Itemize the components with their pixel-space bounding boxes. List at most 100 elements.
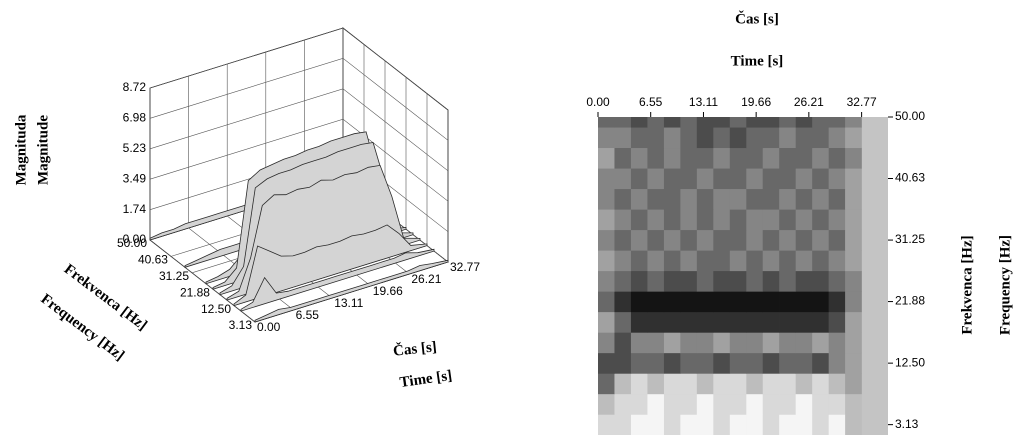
cell — [630, 352, 648, 374]
cell — [598, 414, 615, 435]
cell — [795, 270, 813, 292]
cell — [614, 168, 632, 190]
cell — [812, 311, 829, 333]
z-axis-title: Magnitude — [35, 115, 51, 185]
cell — [795, 393, 813, 415]
cell — [729, 147, 747, 169]
cell — [762, 127, 780, 149]
cell — [696, 352, 714, 374]
cell — [746, 332, 764, 354]
cell — [713, 250, 731, 272]
y-tick-label: 50.00 — [895, 109, 925, 123]
cell — [663, 209, 681, 231]
cell — [630, 147, 648, 169]
y-axis-title: Frekvenca [Hz] — [959, 235, 975, 334]
cell — [663, 117, 681, 128]
cell — [630, 209, 648, 231]
cells — [598, 117, 862, 435]
x-axis-title: Time [s] — [731, 53, 784, 69]
cell — [762, 209, 780, 231]
cell — [630, 127, 648, 149]
cell — [795, 188, 813, 210]
cell — [746, 250, 764, 272]
cell — [713, 332, 731, 354]
cell — [598, 393, 615, 415]
cell — [779, 332, 796, 354]
cell — [614, 270, 632, 292]
cell — [762, 188, 780, 210]
cell — [713, 393, 731, 415]
cell — [614, 373, 632, 395]
cell — [779, 352, 796, 374]
cell — [680, 229, 698, 251]
cell — [812, 332, 829, 354]
cell — [795, 373, 813, 395]
cell — [630, 117, 648, 128]
cell — [680, 168, 698, 190]
y-tick-label: 40.63 — [138, 253, 168, 267]
surface-slice — [233, 224, 428, 307]
cell — [812, 393, 829, 415]
cell — [729, 117, 747, 128]
cell — [598, 209, 615, 231]
cell — [795, 414, 813, 435]
cell — [713, 291, 731, 313]
cell — [680, 352, 698, 374]
cell — [614, 147, 632, 169]
cell — [746, 414, 764, 435]
cell — [746, 188, 764, 210]
cell — [680, 332, 698, 354]
x-tick-label: 0.00 — [257, 320, 281, 334]
cell — [696, 188, 714, 210]
grid-line — [149, 27, 449, 111]
cell — [729, 393, 747, 415]
cell — [845, 291, 862, 313]
cell — [828, 373, 846, 395]
cell — [795, 229, 813, 251]
cell — [696, 373, 714, 395]
cell — [598, 332, 615, 354]
cell — [614, 127, 632, 149]
cell — [663, 414, 681, 435]
cell — [614, 209, 632, 231]
cell — [746, 147, 764, 169]
cell — [762, 270, 780, 292]
cell — [762, 147, 780, 169]
cell — [630, 332, 648, 354]
cell — [680, 393, 698, 415]
cell — [795, 291, 813, 313]
surface-slice — [240, 248, 435, 312]
cell — [812, 270, 829, 292]
cell — [746, 270, 764, 292]
x-axis-title: Čas [s] — [392, 338, 437, 359]
cell — [845, 393, 862, 415]
cell — [680, 311, 698, 333]
x-tick-label: 32.77 — [450, 260, 480, 274]
y-tick-label: 50.00 — [117, 236, 147, 250]
cell — [713, 311, 731, 333]
z-tick-label: 3.49 — [123, 171, 147, 185]
cell — [614, 250, 632, 272]
cell — [795, 352, 813, 374]
cell — [795, 332, 813, 354]
cell — [614, 414, 632, 435]
cell — [812, 352, 829, 374]
y-tick-label: 3.13 — [229, 318, 253, 332]
x-tick-label: 19.66 — [373, 284, 403, 298]
cell — [663, 332, 681, 354]
cell — [828, 188, 846, 210]
x-tick-label: 0.00 — [586, 95, 610, 109]
cell — [630, 291, 648, 313]
cell — [828, 352, 846, 374]
cell — [696, 332, 714, 354]
cell — [713, 209, 731, 231]
cell — [729, 270, 747, 292]
cell — [812, 250, 829, 272]
cell — [795, 209, 813, 231]
cell — [630, 311, 648, 333]
cell — [746, 209, 764, 231]
cell — [828, 270, 846, 292]
z-axis-title: Magnituda — [13, 114, 29, 185]
cell — [663, 229, 681, 251]
